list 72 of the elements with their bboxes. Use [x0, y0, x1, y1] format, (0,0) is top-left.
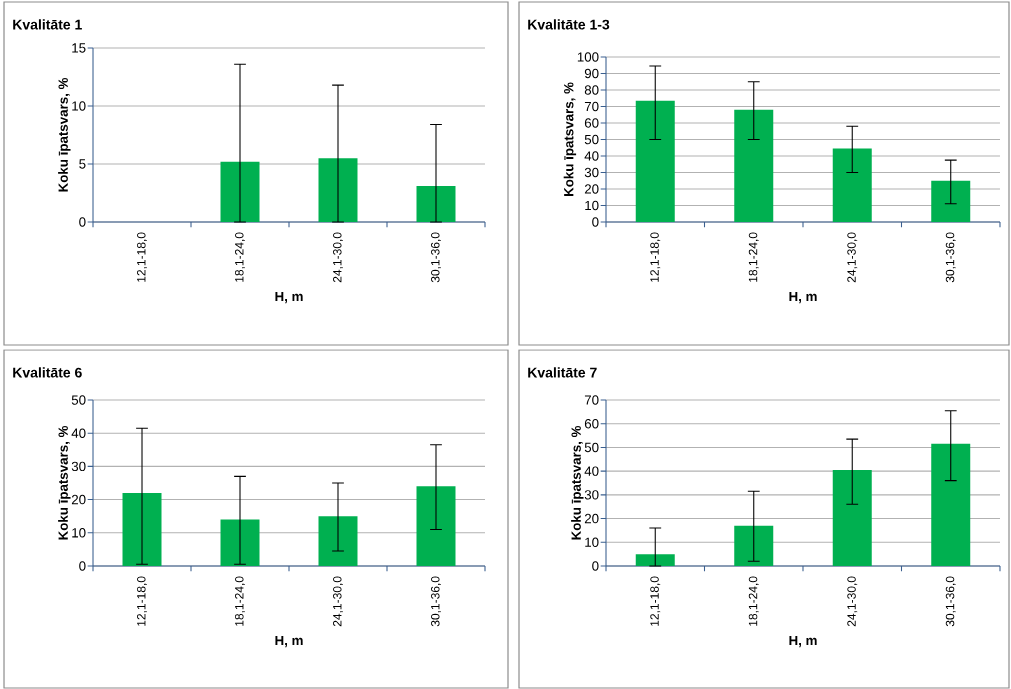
- x-axis-title: H, m: [789, 635, 817, 648]
- y-tick-label: 0: [592, 561, 599, 571]
- x-tick-label: 12,1-18,0: [650, 576, 661, 626]
- bar: [635, 554, 675, 566]
- y-tick-label: 70: [584, 101, 599, 112]
- x-tick-label: 12,1-18,0: [650, 232, 661, 282]
- bar: [220, 161, 260, 222]
- x-tick-label: 24,1-30,0: [847, 576, 858, 627]
- y-tick-label: 90: [584, 68, 599, 79]
- bar: [931, 180, 971, 222]
- y-tick-label: 20: [584, 184, 599, 194]
- y-tick-label: 50: [584, 442, 599, 453]
- bar: [635, 100, 675, 222]
- chart-title: Kvalitāte 7: [528, 367, 597, 378]
- y-tick-label: 5: [79, 159, 86, 169]
- bar: [318, 516, 358, 566]
- y-axis-title: Koku īpatsvars, %: [58, 425, 71, 540]
- y-tick-label: 40: [584, 466, 599, 476]
- y-axis-title: Koku īpatsvars, %: [58, 77, 71, 192]
- x-axis-title: H, m: [789, 291, 817, 304]
- y-tick-label: 50: [584, 134, 599, 145]
- x-axis-title: H, m: [275, 635, 303, 648]
- x-tick-label: 30,1-36,0: [945, 232, 956, 283]
- x-tick-label: 30,1-36,0: [945, 576, 956, 627]
- x-tick-label: 18,1-24,0: [235, 576, 245, 626]
- y-tick-label: 60: [584, 418, 599, 429]
- chart-title: Kvalitāte 1-3: [528, 19, 610, 30]
- x-tick-label: 24,1-30,0: [333, 576, 343, 627]
- y-tick-label: 20: [584, 513, 599, 524]
- y-tick-label: 10: [72, 101, 86, 111]
- y-tick-label: 10: [72, 528, 86, 538]
- bar: [931, 443, 971, 566]
- y-tick-label: 30: [71, 461, 86, 472]
- y-tick-label: 0: [592, 217, 599, 227]
- x-tick-label: 30,1-36,0: [431, 576, 441, 627]
- bar: [416, 186, 456, 222]
- bar: [832, 148, 872, 222]
- chart-title: Kvalitāte 6: [13, 367, 82, 378]
- y-tick-label: 0: [79, 561, 86, 571]
- y-tick-label: 60: [584, 118, 599, 128]
- y-axis-title: Koku īpatsvars, %: [571, 425, 584, 540]
- bar: [734, 109, 774, 222]
- y-tick-label: 20: [71, 494, 86, 505]
- x-tick-label: 24,1-30,0: [333, 232, 343, 283]
- chart-title: Kvalitāte 1: [13, 19, 82, 30]
- x-tick-label: 12,1-18,0: [137, 232, 147, 282]
- y-tick-label: 80: [584, 85, 599, 95]
- bar: [318, 158, 358, 222]
- y-tick-label: 30: [584, 167, 599, 178]
- x-tick-label: 24,1-30,0: [847, 232, 858, 283]
- y-tick-label: 100: [577, 52, 599, 62]
- y-tick-label: 30: [584, 490, 599, 500]
- bar: [220, 519, 260, 566]
- x-tick-label: 30,1-36,0: [431, 232, 441, 283]
- x-axis-title: H, m: [275, 291, 303, 304]
- bar: [122, 492, 162, 566]
- x-tick-label: 18,1-24,0: [748, 576, 759, 626]
- y-tick-label: 0: [79, 217, 86, 227]
- y-tick-label: 15: [72, 43, 86, 53]
- y-tick-label: 10: [585, 200, 599, 211]
- y-tick-label: 10: [585, 537, 599, 547]
- y-tick-label: 50: [71, 395, 86, 405]
- bar: [416, 486, 456, 566]
- y-tick-label: 40: [584, 151, 599, 161]
- y-axis-title: Koku īpatsvars, %: [563, 82, 577, 197]
- x-tick-label: 18,1-24,0: [748, 232, 759, 282]
- y-tick-label: 40: [71, 428, 86, 438]
- x-tick-label: 18,1-24,0: [235, 232, 245, 282]
- bar: [734, 525, 774, 566]
- x-tick-label: 12,1-18,0: [137, 576, 147, 626]
- y-tick-label: 70: [584, 395, 599, 405]
- bar: [832, 469, 872, 566]
